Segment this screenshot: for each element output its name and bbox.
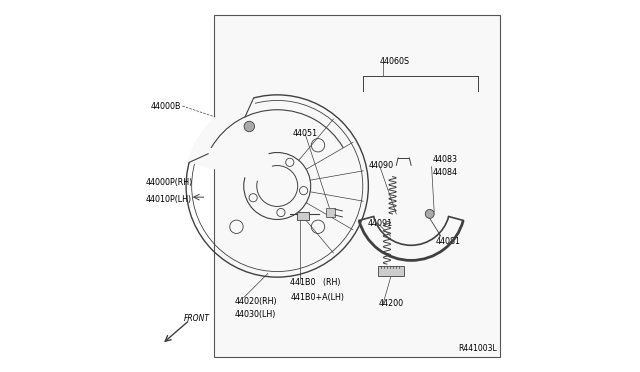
Text: 44010P(LH): 44010P(LH) [146, 195, 192, 203]
Text: 44030(LH): 44030(LH) [234, 310, 276, 319]
Bar [326, 208, 335, 217]
Text: 44060S: 44060S [380, 57, 410, 66]
Text: 44000B: 44000B [151, 102, 181, 110]
Text: 44081: 44081 [435, 237, 460, 246]
Text: 44020(RH): 44020(RH) [234, 297, 277, 306]
Text: 44091: 44091 [367, 219, 392, 228]
Text: R441003L: R441003L [458, 344, 497, 353]
Text: 44090: 44090 [369, 161, 394, 170]
Text: 441B0+A(LH): 441B0+A(LH) [291, 293, 344, 302]
Circle shape [244, 121, 255, 132]
Text: 44084: 44084 [433, 169, 458, 177]
Text: 44000P(RH): 44000P(RH) [146, 178, 193, 187]
Text: 44200: 44200 [379, 299, 404, 308]
Text: 44051: 44051 [292, 129, 317, 138]
Circle shape [425, 209, 434, 218]
Text: FRONT: FRONT [184, 314, 210, 323]
Text: 441B0   (RH): 441B0 (RH) [291, 278, 340, 287]
Text: 44083: 44083 [433, 155, 458, 164]
Bar [298, 212, 309, 220]
Bar [214, 15, 500, 357]
Bar [378, 266, 404, 276]
Wedge shape [188, 96, 277, 186]
